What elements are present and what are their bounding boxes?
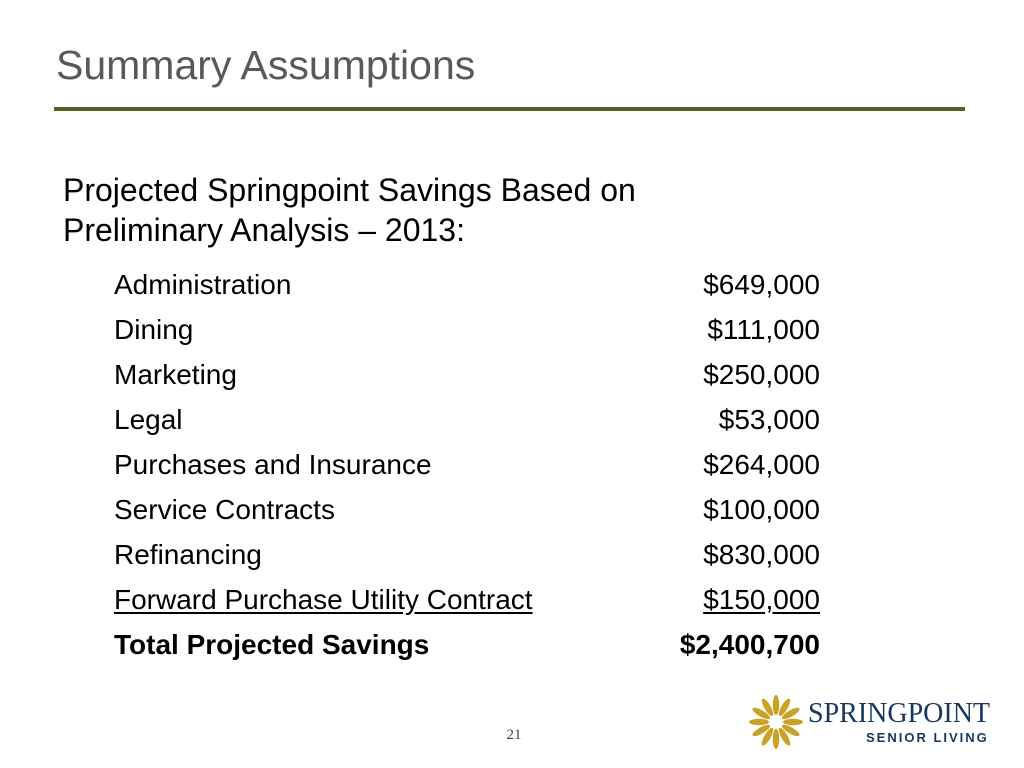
row-label: Refinancing — [114, 539, 262, 570]
savings-heading: Projected Springpoint Savings Based on P… — [63, 170, 883, 250]
row-value: $649,000 — [703, 269, 820, 300]
savings-row-service-contracts: Service Contracts $100,000 — [114, 487, 820, 532]
row-label: Administration — [114, 269, 292, 300]
savings-row-administration: Administration $649,000 — [114, 262, 820, 307]
row-value: $264,000 — [703, 449, 820, 480]
logo-tagline: SENIOR LIVING — [866, 730, 989, 745]
row-value: $53,000 — [718, 404, 820, 435]
savings-row-utility-contract: Forward Purchase Utility Contract $150,0… — [114, 577, 820, 622]
title-divider — [54, 107, 965, 111]
savings-row-purchases-insurance: Purchases and Insurance $264,000 — [114, 442, 820, 487]
row-label: Service Contracts — [114, 494, 335, 525]
sunburst-icon — [749, 695, 803, 749]
springpoint-logo: SPRINGPOINT SENIOR LIVING — [748, 688, 991, 754]
row-value: $150,000 — [703, 584, 820, 615]
row-value: $250,000 — [703, 359, 820, 390]
heading-line-1: Projected Springpoint Savings Based on — [63, 172, 636, 208]
row-value: $111,000 — [707, 314, 820, 345]
savings-row-marketing: Marketing $250,000 — [114, 352, 820, 397]
savings-row-legal: Legal $53,000 — [114, 397, 820, 442]
total-label: Total Projected Savings — [114, 629, 430, 660]
logo-name: SPRINGPOINT — [808, 698, 991, 729]
savings-row-refinancing: Refinancing $830,000 — [114, 532, 820, 577]
savings-list: Administration $649,000 Dining $111,000 … — [114, 262, 820, 668]
row-label: Purchases and Insurance — [114, 449, 432, 480]
row-label: Dining — [114, 314, 194, 345]
slide-title: Summary Assumptions — [56, 42, 476, 88]
heading-line-2: Preliminary Analysis – 2013: — [63, 212, 465, 248]
row-label: Legal — [114, 404, 183, 435]
row-value: $830,000 — [703, 539, 820, 570]
row-label: Marketing — [114, 359, 237, 390]
savings-row-dining: Dining $111,000 — [114, 307, 820, 352]
row-value: $100,000 — [703, 494, 820, 525]
row-label: Forward Purchase Utility Contract — [114, 584, 533, 615]
savings-total-row: Total Projected Savings $2,400,700 — [114, 622, 820, 668]
page-number: 21 — [506, 727, 522, 743]
total-value: $2,400,700 — [679, 629, 820, 660]
